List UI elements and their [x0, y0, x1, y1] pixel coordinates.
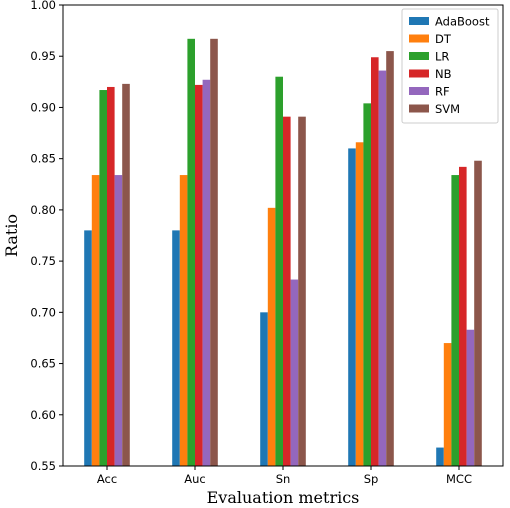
y-tick-label: 0.95 — [30, 49, 56, 63]
x-tick-label: Acc — [97, 472, 117, 486]
bar-dt-sn — [267, 207, 276, 466]
legend-swatch-rf — [409, 87, 429, 95]
y-tick-label: 0.70 — [30, 305, 56, 319]
bar-dt-acc — [91, 175, 100, 466]
bar-svm-acc — [122, 83, 130, 466]
bar-lr-acc — [99, 90, 107, 466]
legend-swatch-dt — [409, 34, 429, 43]
y-axis-title: Ratio — [2, 214, 21, 257]
legend-swatch-nb — [409, 69, 429, 78]
bar-rf-auc — [202, 79, 211, 466]
bar-nb-acc — [107, 86, 115, 467]
bar-lr-mcc — [451, 175, 459, 466]
bar-svm-mcc — [474, 160, 482, 466]
bar-rf-mcc — [466, 329, 475, 466]
bar-adaboost-sn — [260, 312, 268, 466]
y-tick-label: 0.90 — [30, 100, 56, 114]
legend-label-rf: RF — [435, 85, 450, 99]
legend-swatch-lr — [409, 52, 429, 60]
bar-nb-auc — [195, 84, 203, 466]
legend-label-nb: NB — [435, 67, 452, 81]
bar-lr-auc — [187, 38, 195, 467]
bar-adaboost-mcc — [436, 447, 444, 466]
y-tick-label: 0.55 — [30, 459, 56, 473]
legend-swatch-adaboost — [409, 17, 429, 25]
legend-label-dt: DT — [435, 32, 452, 46]
x-axis-title: Evaluation metrics — [207, 488, 360, 507]
bar-adaboost-auc — [172, 230, 180, 466]
legend-label-lr: LR — [435, 50, 449, 64]
legend-swatch-svm — [409, 104, 429, 113]
bars-layer — [84, 38, 482, 467]
legend: AdaBoost DT LR NB RF SVM — [401, 8, 499, 124]
bar-rf-sn — [290, 279, 299, 466]
bar-nb-sp — [371, 57, 379, 466]
bar-nb-sn — [283, 116, 291, 466]
y-tick-label: 1.00 — [30, 0, 56, 12]
y-tick-label: 0.75 — [30, 254, 56, 268]
x-tick-label: Sn — [276, 472, 291, 486]
x-tick-label: Auc — [184, 472, 205, 486]
bar-svm-sn — [298, 116, 306, 466]
bar-svm-sp — [386, 51, 394, 466]
bar-nb-mcc — [459, 166, 467, 467]
legend-label-adaboost: AdaBoost — [435, 15, 490, 29]
y-tick-label: 0.65 — [30, 357, 56, 371]
legend-label-svm: SVM — [435, 102, 460, 116]
bar-adaboost-acc — [84, 230, 92, 466]
y-tick-label: 0.60 — [30, 408, 56, 422]
y-tick-label: 0.80 — [30, 203, 56, 217]
bar-dt-sp — [355, 142, 364, 466]
bar-adaboost-sp — [348, 148, 356, 467]
y-tick-label: 0.85 — [30, 152, 56, 166]
x-tick-label: MCC — [446, 472, 472, 486]
x-axis: Acc Auc Sn Sp MCC — [97, 466, 472, 486]
bar-rf-sp — [378, 70, 387, 466]
bar-lr-sp — [363, 103, 371, 466]
bar-dt-auc — [179, 175, 188, 466]
y-axis: 0.55 0.60 0.65 0.70 0.75 0.80 0.85 0.90 0.95 1.00 — [30, 0, 63, 473]
bar-lr-sn — [275, 76, 283, 467]
bar-rf-acc — [114, 175, 123, 466]
x-tick-label: Sp — [364, 472, 379, 486]
bar-svm-auc — [210, 38, 218, 467]
bar-dt-mcc — [443, 343, 452, 466]
